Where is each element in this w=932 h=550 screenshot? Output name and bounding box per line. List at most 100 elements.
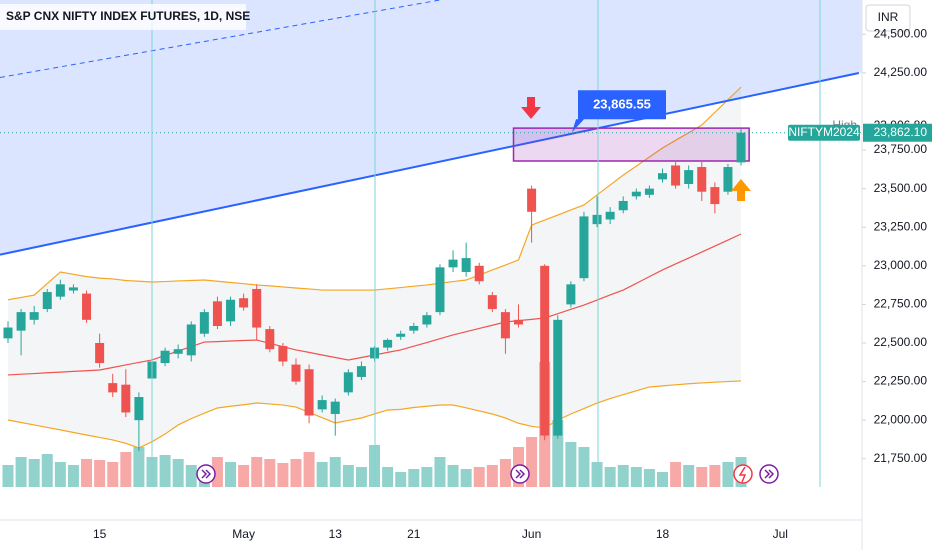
volume-bar [355, 467, 367, 487]
annotation-label: 23,865.55 [593, 97, 651, 112]
volume-bar [421, 467, 433, 487]
y-tick-label: 23,500.00 [874, 181, 928, 195]
event-icon[interactable] [733, 464, 753, 484]
candle-body [697, 167, 707, 192]
candle-body [684, 170, 694, 184]
candle-body [579, 216, 589, 279]
candle-body [291, 364, 301, 382]
volume-bar [434, 457, 446, 487]
volume-bar [722, 462, 734, 487]
x-tick-label: 13 [329, 527, 343, 541]
volume-bar [81, 459, 93, 487]
volume-bar [54, 462, 66, 487]
event-icon-glyph [738, 466, 747, 483]
x-tick-label: 18 [656, 527, 670, 541]
candle-body [42, 292, 52, 310]
candle-body [540, 265, 550, 436]
x-tick-label: May [232, 527, 255, 541]
x-tick-label: 15 [93, 527, 107, 541]
volume-bar [617, 465, 629, 487]
candle-body [383, 339, 393, 348]
volume-bar [460, 469, 472, 487]
candle-body [644, 188, 654, 195]
candle-body [265, 329, 275, 350]
candle-body [474, 265, 484, 282]
y-tick-label: 24,250.00 [874, 65, 928, 79]
trend-line [0, 72, 860, 256]
volume-bar [185, 465, 197, 487]
volume-bar [290, 459, 302, 487]
down-arrow [521, 97, 541, 119]
candle-body [29, 312, 39, 320]
y-tick-label: 24,500.00 [874, 26, 928, 40]
volume-bar [211, 457, 223, 487]
volume-bar [28, 459, 40, 487]
volume-bar [709, 465, 721, 487]
candle-body [186, 324, 196, 356]
volume-bar [395, 472, 407, 487]
volume-bar [277, 463, 289, 487]
candle-body [566, 284, 576, 305]
volume-bar [120, 452, 132, 487]
candle-body [55, 284, 65, 297]
candle-body [605, 211, 615, 220]
candle-body [409, 326, 419, 331]
candle-body [356, 366, 366, 377]
candle-body [330, 401, 340, 414]
volume-bar [578, 447, 590, 487]
price-tag-name-bg [788, 124, 860, 141]
volume-bar [591, 462, 603, 487]
event-icons [196, 464, 779, 484]
volume-bar [696, 467, 708, 487]
y-tick-label: 22,250.00 [874, 374, 928, 388]
y-tick-label: 21,750.00 [874, 451, 928, 465]
y-tick-label: 22,750.00 [874, 297, 928, 311]
overlay: 23,865.55 [572, 90, 666, 133]
volume-bar [15, 457, 27, 487]
candle-body [16, 312, 26, 331]
candle-body [82, 293, 92, 320]
candle-body [108, 383, 118, 393]
volume-bar [67, 465, 79, 487]
volume-bar [499, 459, 511, 487]
candle-body [68, 287, 78, 291]
candle-body [317, 400, 327, 410]
currency[interactable]: INR [878, 10, 899, 24]
volume-bar [473, 467, 485, 487]
candle-body [658, 173, 667, 180]
up-arrow [731, 179, 751, 201]
currency-button[interactable] [865, 4, 911, 32]
y-tick-label: 23,250.00 [874, 219, 928, 233]
candle-body [710, 187, 720, 205]
dashed-line [0, 0, 441, 78]
candle-body [278, 346, 288, 362]
volume-bar [526, 437, 538, 487]
event-icon-glyph [764, 469, 775, 479]
candle-body [514, 319, 524, 325]
volume-bar [251, 457, 263, 487]
volume-bar [670, 462, 682, 487]
candle-body [448, 259, 458, 268]
event-icon-glyph [515, 469, 526, 479]
title-bg [0, 4, 246, 30]
candle-body [736, 132, 746, 163]
candle-body [226, 299, 236, 322]
price-tag-name: NIFTYM2024 [788, 125, 860, 139]
volume-bar [94, 460, 106, 487]
y-tick-label: 22,000.00 [874, 412, 928, 426]
volume-bar [342, 465, 354, 487]
volume-bar [552, 420, 564, 487]
candle-body [500, 312, 510, 339]
candle-body [723, 167, 733, 192]
volume-bar [657, 472, 668, 487]
channel-fill [0, 0, 862, 255]
candle-body [239, 298, 249, 308]
volume-bar [303, 452, 315, 487]
candle-body [671, 165, 681, 186]
candle-body [461, 258, 471, 272]
candle-body [618, 200, 628, 211]
volume-bar [604, 467, 616, 487]
candle-body [199, 312, 209, 334]
volume-bar [486, 465, 498, 487]
